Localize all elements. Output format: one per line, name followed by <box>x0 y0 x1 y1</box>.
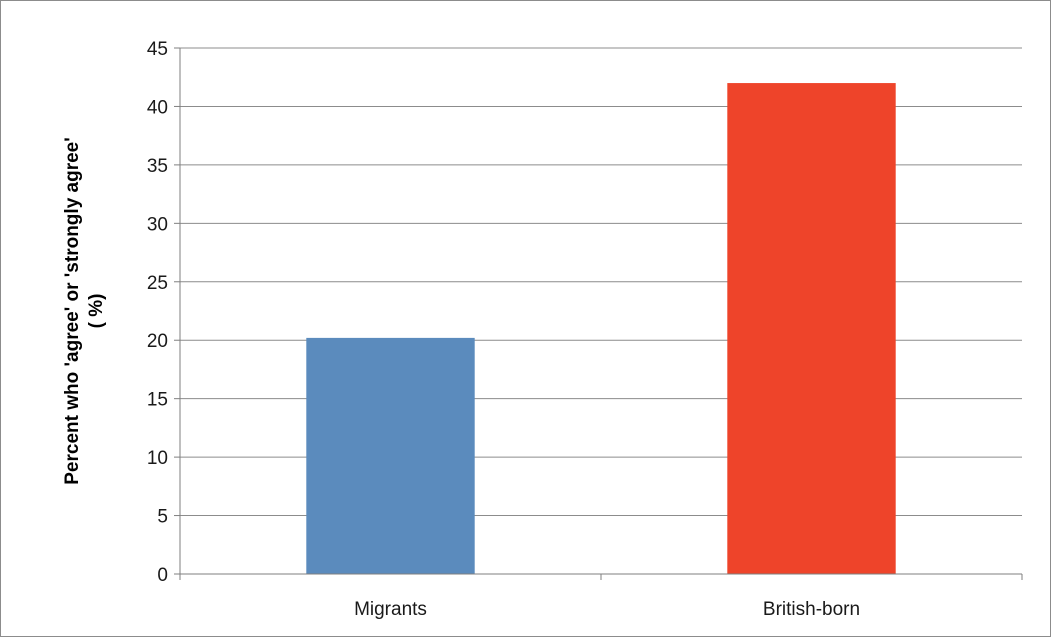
y-axis-title-line1: Percent who 'agree' or 'strongly agree' <box>62 137 83 485</box>
y-tick-label: 10 <box>147 448 168 469</box>
x-tick-label: British-born <box>763 599 860 620</box>
y-tick-label: 0 <box>157 565 168 586</box>
y-tick-label: 25 <box>147 273 168 294</box>
bar-british-born <box>727 83 896 575</box>
y-axis-title-line2: ( %) <box>86 294 107 329</box>
x-tick-labels: Migrants British-born <box>354 599 860 620</box>
y-axis-title: Percent who 'agree' or 'strongly agree' … <box>62 137 107 485</box>
y-tick-label: 45 <box>147 39 168 60</box>
bars <box>306 83 896 575</box>
x-tick-label: Migrants <box>354 599 427 620</box>
y-tick-label: 20 <box>147 331 168 352</box>
axes <box>179 48 1022 575</box>
y-tick-label: 40 <box>147 97 168 118</box>
y-tick-label: 15 <box>147 390 168 411</box>
y-tick-label: 30 <box>147 214 168 235</box>
y-tick-label: 35 <box>147 156 168 177</box>
y-tick-labels: 0 5 10 15 20 25 30 35 40 45 <box>147 39 168 586</box>
y-tick-label: 5 <box>157 507 168 528</box>
bar-migrants <box>306 337 475 574</box>
